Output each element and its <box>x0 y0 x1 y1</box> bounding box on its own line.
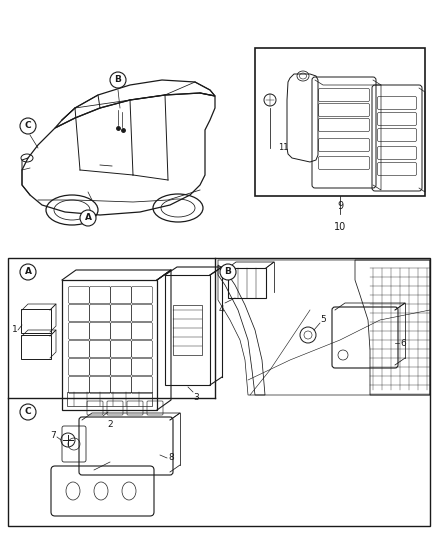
Circle shape <box>110 72 126 88</box>
Text: 5: 5 <box>320 316 326 325</box>
Bar <box>228 268 266 298</box>
Text: 9: 9 <box>337 201 343 211</box>
Bar <box>62 280 157 410</box>
Text: B: B <box>115 76 121 85</box>
Text: C: C <box>25 122 31 131</box>
Text: 1: 1 <box>12 326 18 335</box>
Text: 7: 7 <box>50 432 56 440</box>
Bar <box>255 48 425 196</box>
Text: 11: 11 <box>278 143 289 152</box>
Text: C: C <box>25 408 31 416</box>
Text: 8: 8 <box>168 454 174 463</box>
Text: 6: 6 <box>400 338 406 348</box>
Circle shape <box>20 118 36 134</box>
Text: 4: 4 <box>219 305 224 314</box>
Bar <box>173 305 202 355</box>
Text: B: B <box>225 268 231 277</box>
Circle shape <box>80 210 96 226</box>
Text: 2: 2 <box>107 420 113 429</box>
Bar <box>8 258 430 526</box>
Text: A: A <box>85 214 92 222</box>
Circle shape <box>20 404 36 420</box>
Text: A: A <box>25 268 32 277</box>
Bar <box>67 392 152 406</box>
Text: 10: 10 <box>334 222 346 232</box>
Circle shape <box>220 264 236 280</box>
Text: 3: 3 <box>193 393 199 402</box>
Bar <box>165 275 210 385</box>
Circle shape <box>20 264 36 280</box>
